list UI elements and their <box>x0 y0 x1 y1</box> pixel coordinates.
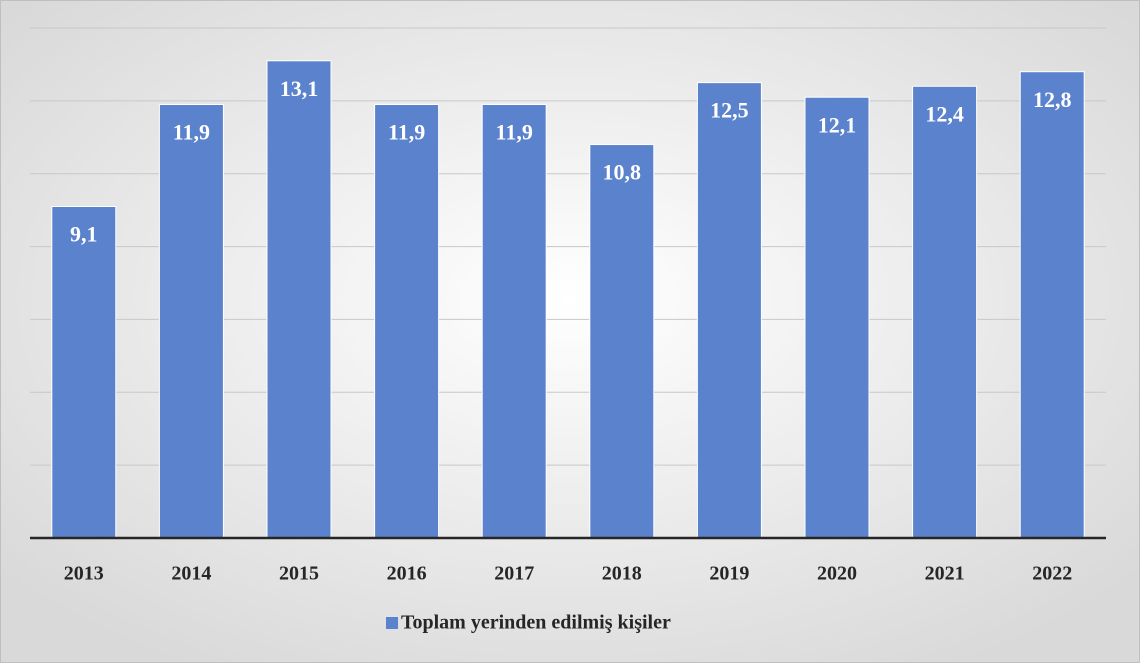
x-tick-label: 2013 <box>64 563 104 585</box>
value-label: 12,1 <box>818 112 857 137</box>
bar <box>589 144 655 539</box>
value-label: 12,8 <box>1033 87 1072 112</box>
bar <box>266 60 332 539</box>
value-label: 12,4 <box>925 101 964 126</box>
value-label: 10,8 <box>603 160 642 185</box>
legend-swatch <box>386 617 398 629</box>
bar <box>912 85 978 539</box>
bar <box>51 206 117 539</box>
value-label: 9,1 <box>70 222 98 247</box>
bar <box>481 104 547 539</box>
value-label: 11,9 <box>496 120 533 145</box>
bar <box>374 104 440 539</box>
bar <box>1019 71 1085 539</box>
x-tick-label: 2017 <box>494 563 534 585</box>
x-tick-label: 2018 <box>602 563 642 585</box>
bar <box>804 96 870 539</box>
value-label: 13,1 <box>280 76 319 101</box>
legend-label: Toplam yerinden edilmiş kişiler <box>401 612 671 634</box>
bar <box>696 82 762 539</box>
x-tick-label: 2022 <box>1032 563 1072 585</box>
value-label: 11,9 <box>388 120 425 145</box>
value-label: 12,5 <box>710 98 749 123</box>
bar <box>158 104 224 539</box>
x-tick-label: 2020 <box>817 563 857 585</box>
x-tick-label: 2015 <box>279 563 319 585</box>
value-label: 11,9 <box>173 120 210 145</box>
x-tick-label: 2021 <box>925 563 965 585</box>
x-tick-label: 2016 <box>387 563 427 585</box>
x-tick-label: 2019 <box>709 563 749 585</box>
x-tick-label: 2014 <box>171 563 211 585</box>
